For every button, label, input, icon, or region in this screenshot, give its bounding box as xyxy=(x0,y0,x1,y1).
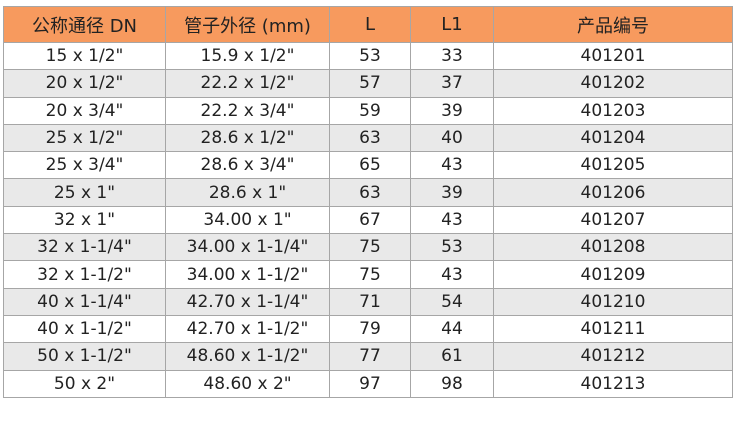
cell-pipe-outer-diameter: 34.00 x 1-1/4" xyxy=(165,233,330,262)
table-row: 40 x 1-1/2" 42.70 x 1-1/2" 79 44 401211 xyxy=(3,314,733,344)
table-row: 15 x 1/2" 15.9 x 1/2" 53 33 401201 xyxy=(3,41,733,71)
table-row: 40 x 1-1/4" 42.70 x 1-1/4" 71 54 401210 xyxy=(3,287,733,316)
cell-nominal-diameter: 20 x 3/4" xyxy=(3,96,166,125)
cell-length-l: 79 xyxy=(329,314,411,344)
header-length-l1: L1 xyxy=(410,6,494,43)
cell-product-code: 401213 xyxy=(493,369,733,398)
cell-product-code: 401206 xyxy=(493,178,733,207)
cell-pipe-outer-diameter: 42.70 x 1-1/2" xyxy=(165,314,330,344)
cell-length-l: 75 xyxy=(329,260,411,289)
cell-length-l1: 39 xyxy=(410,96,494,125)
cell-length-l: 63 xyxy=(329,123,411,153)
cell-length-l1: 61 xyxy=(410,342,494,371)
cell-pipe-outer-diameter: 28.6 x 3/4" xyxy=(165,151,330,180)
cell-product-code: 401211 xyxy=(493,314,733,344)
cell-product-code: 401204 xyxy=(493,123,733,153)
cell-length-l1: 98 xyxy=(410,369,494,398)
cell-length-l1: 33 xyxy=(410,41,494,71)
header-pipe-outer-diameter: 管子外径 (mm) xyxy=(165,6,330,43)
cell-product-code: 401207 xyxy=(493,205,733,235)
table-row: 25 x 1" 28.6 x 1" 63 39 401206 xyxy=(3,178,733,207)
cell-product-code: 401202 xyxy=(493,69,733,98)
table-row: 25 x 1/2" 28.6 x 1/2" 63 40 401204 xyxy=(3,123,733,153)
cell-pipe-outer-diameter: 22.2 x 1/2" xyxy=(165,69,330,98)
table-row: 50 x 1-1/2" 48.60 x 1-1/2" 77 61 401212 xyxy=(3,342,733,371)
cell-nominal-diameter: 40 x 1-1/2" xyxy=(3,314,166,344)
cell-pipe-outer-diameter: 28.6 x 1" xyxy=(165,178,330,207)
cell-length-l: 63 xyxy=(329,178,411,207)
header-row: 公称通径 DN 管子外径 (mm) L L1 产品编号 xyxy=(3,6,733,43)
cell-length-l1: 43 xyxy=(410,205,494,235)
cell-length-l1: 40 xyxy=(410,123,494,153)
cell-length-l1: 43 xyxy=(410,260,494,289)
cell-nominal-diameter: 25 x 3/4" xyxy=(3,151,166,180)
cell-length-l: 71 xyxy=(329,287,411,316)
cell-length-l1: 39 xyxy=(410,178,494,207)
cell-pipe-outer-diameter: 48.60 x 2" xyxy=(165,369,330,398)
header-product-code: 产品编号 xyxy=(493,6,733,43)
cell-length-l1: 54 xyxy=(410,287,494,316)
cell-nominal-diameter: 32 x 1-1/2" xyxy=(3,260,166,289)
cell-product-code: 401205 xyxy=(493,151,733,180)
cell-nominal-diameter: 25 x 1" xyxy=(3,178,166,207)
cell-nominal-diameter: 50 x 1-1/2" xyxy=(3,342,166,371)
cell-length-l: 67 xyxy=(329,205,411,235)
cell-product-code: 401208 xyxy=(493,233,733,262)
cell-pipe-outer-diameter: 28.6 x 1/2" xyxy=(165,123,330,153)
cell-nominal-diameter: 25 x 1/2" xyxy=(3,123,166,153)
cell-product-code: 401209 xyxy=(493,260,733,289)
cell-pipe-outer-diameter: 34.00 x 1" xyxy=(165,205,330,235)
cell-length-l1: 37 xyxy=(410,69,494,98)
table-row: 32 x 1" 34.00 x 1" 67 43 401207 xyxy=(3,205,733,235)
cell-nominal-diameter: 32 x 1-1/4" xyxy=(3,233,166,262)
table-row: 32 x 1-1/2" 34.00 x 1-1/2" 75 43 401209 xyxy=(3,260,733,289)
cell-product-code: 401212 xyxy=(493,342,733,371)
cell-pipe-outer-diameter: 42.70 x 1-1/4" xyxy=(165,287,330,316)
cell-product-code: 401203 xyxy=(493,96,733,125)
table-row: 32 x 1-1/4" 34.00 x 1-1/4" 75 53 401208 xyxy=(3,233,733,262)
cell-nominal-diameter: 15 x 1/2" xyxy=(3,41,166,71)
cell-nominal-diameter: 20 x 1/2" xyxy=(3,69,166,98)
cell-length-l: 53 xyxy=(329,41,411,71)
cell-nominal-diameter: 50 x 2" xyxy=(3,369,166,398)
cell-product-code: 401210 xyxy=(493,287,733,316)
table-row: 25 x 3/4" 28.6 x 3/4" 65 43 401205 xyxy=(3,151,733,180)
cell-length-l: 75 xyxy=(329,233,411,262)
cell-pipe-outer-diameter: 48.60 x 1-1/2" xyxy=(165,342,330,371)
cell-length-l: 59 xyxy=(329,96,411,125)
table-row: 20 x 3/4" 22.2 x 3/4" 59 39 401203 xyxy=(3,96,733,125)
cell-nominal-diameter: 40 x 1-1/4" xyxy=(3,287,166,316)
table-row: 20 x 1/2" 22.2 x 1/2" 57 37 401202 xyxy=(3,69,733,98)
header-nominal-diameter: 公称通径 DN xyxy=(3,6,166,43)
table-row: 50 x 2" 48.60 x 2" 97 98 401213 xyxy=(3,369,733,398)
cell-length-l1: 43 xyxy=(410,151,494,180)
cell-length-l: 77 xyxy=(329,342,411,371)
cell-length-l1: 44 xyxy=(410,314,494,344)
header-length-l: L xyxy=(329,6,411,43)
cell-pipe-outer-diameter: 34.00 x 1-1/2" xyxy=(165,260,330,289)
cell-pipe-outer-diameter: 22.2 x 3/4" xyxy=(165,96,330,125)
cell-length-l: 97 xyxy=(329,369,411,398)
cell-length-l: 57 xyxy=(329,69,411,98)
cell-nominal-diameter: 32 x 1" xyxy=(3,205,166,235)
cell-product-code: 401201 xyxy=(493,41,733,71)
cell-length-l: 65 xyxy=(329,151,411,180)
cell-pipe-outer-diameter: 15.9 x 1/2" xyxy=(165,41,330,71)
cell-length-l1: 53 xyxy=(410,233,494,262)
product-spec-table: 公称通径 DN 管子外径 (mm) L L1 产品编号 15 x 1/2" 15.9 x … xyxy=(3,6,733,398)
